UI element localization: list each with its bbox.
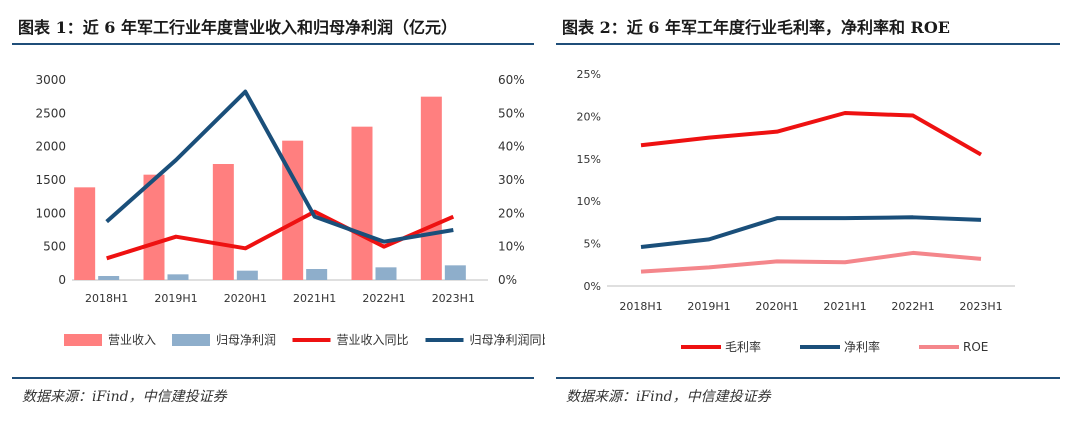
y-right-tick-label: 40% xyxy=(498,140,525,154)
legend-label: 毛利率 xyxy=(725,339,761,354)
legend-label: 营业收入同比 xyxy=(337,333,409,347)
bar-net-profit xyxy=(236,270,258,280)
x-tick-label: 2022H1 xyxy=(362,292,405,305)
y-left-tick-label: 1500 xyxy=(35,173,66,187)
x-tick-label: 2019H1 xyxy=(687,300,730,313)
y-left-tick-label: 500 xyxy=(43,240,66,254)
legend-swatch xyxy=(172,334,210,346)
bar-revenue xyxy=(74,187,96,280)
legend-label: 归母净利润同比 xyxy=(470,333,546,347)
y-right-tick-label: 0% xyxy=(498,273,517,287)
right-source-note: 数据来源：iFind，中信建投证券 xyxy=(566,389,771,405)
bottom-rule-left xyxy=(12,377,534,379)
y-right-tick-label: 60% xyxy=(498,73,525,87)
x-tick-label: 2021H1 xyxy=(293,292,336,305)
y-left-tick-label: 1000 xyxy=(35,206,66,220)
legend-label: 归母净利润 xyxy=(216,333,276,347)
y-left-tick-label: 2000 xyxy=(35,140,66,154)
line-net-margin xyxy=(640,215,982,249)
y-right-tick-label: 50% xyxy=(498,106,525,120)
left-chart-title: 图表 1：近 6 年军工行业年度营业收入和归母净利润（亿元） xyxy=(18,18,457,37)
bar-revenue xyxy=(351,126,373,281)
bar-net-profit xyxy=(375,267,397,280)
x-tick-label: 2023H1 xyxy=(432,292,475,305)
legend-label: 净利率 xyxy=(844,339,880,354)
y-right-tick-label: 30% xyxy=(498,173,525,187)
line-gross-margin xyxy=(640,111,982,157)
x-tick-label: 2018H1 xyxy=(619,300,662,313)
left-title-rule xyxy=(12,43,534,45)
y-left-tick-label: 2500 xyxy=(35,106,66,120)
y-right-tick-label: 20% xyxy=(498,206,525,220)
bar-net-profit xyxy=(98,276,120,280)
y-tick-label: 0% xyxy=(584,280,601,293)
y-tick-label: 10% xyxy=(577,195,601,208)
legend-swatch xyxy=(64,334,102,346)
y-tick-label: 20% xyxy=(577,110,601,123)
x-tick-label: 2018H1 xyxy=(85,292,128,305)
legend-label: ROE xyxy=(963,340,988,354)
line-net-profit-yoy xyxy=(105,89,454,244)
x-tick-label: 2020H1 xyxy=(755,300,798,313)
y-tick-label: 15% xyxy=(577,153,601,166)
right-title-rule xyxy=(556,43,1060,45)
x-tick-label: 2020H1 xyxy=(224,292,267,305)
bar-revenue xyxy=(212,164,234,280)
x-tick-label: 2021H1 xyxy=(823,300,866,313)
bar-net-profit xyxy=(167,274,189,280)
x-tick-label: 2019H1 xyxy=(154,292,197,305)
bar-revenue xyxy=(282,140,304,280)
left-source-note: 数据来源：iFind，中信建投证券 xyxy=(22,389,227,405)
line-roe xyxy=(640,250,982,274)
bar-net-profit xyxy=(306,269,328,280)
y-left-tick-label: 0 xyxy=(58,273,66,287)
revenue-profit-chart: 0 500 1000 1500 2000 2500 3000 0% 10% 20% 30% 40% 50… xyxy=(35,73,546,347)
y-tick-label: 5% xyxy=(584,238,601,251)
y-left-tick-label: 3000 xyxy=(35,73,66,87)
bar-revenue xyxy=(143,174,165,280)
x-tick-label: 2022H1 xyxy=(891,300,934,313)
x-tick-label: 2023H1 xyxy=(959,300,1002,313)
margin-chart: 0% 5% 10% 15% 20% 25% 2018H1 2019H1 2020H1 2021H1… xyxy=(577,68,1015,354)
bottom-rule-right xyxy=(556,377,1060,379)
y-tick-label: 25% xyxy=(577,68,601,81)
bar-revenue xyxy=(420,96,442,280)
right-chart-title: 图表 2：近 6 年军工年度行业毛利率，净利率和 ROE xyxy=(562,18,950,37)
y-right-tick-label: 10% xyxy=(498,240,525,254)
bar-net-profit xyxy=(444,265,466,280)
legend-label: 营业收入 xyxy=(108,333,156,347)
